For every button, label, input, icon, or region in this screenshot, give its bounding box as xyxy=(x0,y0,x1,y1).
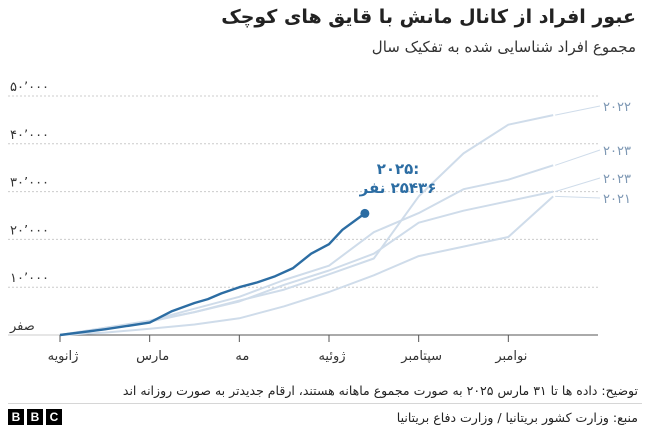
endpoint-year-label: ۲۰۲۵: xyxy=(377,160,420,178)
bbc-logo: B B C xyxy=(8,409,62,425)
series-label: ۲۰۲۲ xyxy=(603,100,631,115)
y-tick-label: ۳۰٬۰۰۰ xyxy=(10,176,49,191)
series-line xyxy=(59,190,554,336)
x-tick-label: مارس xyxy=(136,349,169,364)
y-tick-label: ۱۰٬۰۰۰ xyxy=(10,271,49,286)
bbc-logo-letter: C xyxy=(46,409,62,425)
x-tick-label: نوامبر xyxy=(494,349,527,364)
series-label: ۲۰۲۳ xyxy=(603,144,631,159)
chart-subtitle: مجموع افراد شناسایی شده به تفکیک سال xyxy=(371,38,636,56)
bbc-logo-letter: B xyxy=(27,409,43,425)
x-tick-label: سپتامبر xyxy=(400,349,442,364)
x-tick-label: ژوئیه xyxy=(318,349,345,364)
y-tick-label: صفر xyxy=(9,319,35,334)
bbc-logo-letter: B xyxy=(8,409,24,425)
series-line-2025 xyxy=(59,212,366,337)
y-tick-label: ۴۰٬۰۰۰ xyxy=(10,128,49,143)
series-leader-line xyxy=(555,195,601,199)
chart-title: عبور افراد از کانال مانش با قایق های کوچ… xyxy=(221,6,636,28)
series-end-point xyxy=(360,208,370,218)
series-leader-line xyxy=(555,149,601,166)
y-tick-label: ۲۰٬۰۰۰ xyxy=(10,223,49,238)
series-line xyxy=(59,114,554,336)
series-line xyxy=(59,195,554,336)
chart-source: منبع: وزارت کشور بریتانیا / وزارت دفاع ب… xyxy=(396,410,638,425)
chart-note: توضیح: داده ها تا ۳۱ مارس ۲۰۲۵ به صورت م… xyxy=(122,383,638,398)
footer-divider xyxy=(8,403,642,404)
endpoint-value-label: ۲۵۴۳۶ نفر xyxy=(359,179,437,197)
series-leader-line xyxy=(555,105,601,116)
series-label: ۲۰۲۳ xyxy=(603,172,631,187)
series-label: ۲۰۲۱ xyxy=(603,192,631,207)
series-line xyxy=(59,164,554,336)
x-tick-label: ژانویه xyxy=(48,349,79,364)
series-leader-line xyxy=(555,177,601,193)
x-tick-label: مه xyxy=(235,349,249,364)
y-tick-label: ۵۰٬۰۰۰ xyxy=(10,80,49,95)
